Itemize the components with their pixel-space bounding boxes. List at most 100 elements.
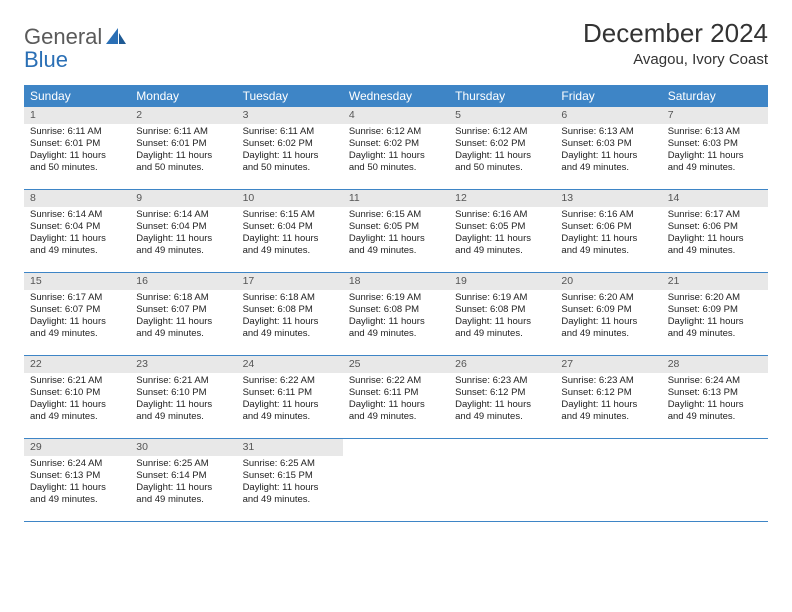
daylight-line: Daylight: 11 hours and 49 minutes.: [561, 233, 655, 257]
day-body: Sunrise: 6:16 AMSunset: 6:06 PMDaylight:…: [555, 207, 661, 263]
day-body: Sunrise: 6:13 AMSunset: 6:03 PMDaylight:…: [555, 124, 661, 180]
sunset-line: Sunset: 6:13 PM: [30, 470, 124, 482]
day-number: 4: [343, 107, 449, 124]
sunset-line: Sunset: 6:12 PM: [455, 387, 549, 399]
sunset-line: Sunset: 6:09 PM: [561, 304, 655, 316]
day-body: Sunrise: 6:14 AMSunset: 6:04 PMDaylight:…: [130, 207, 236, 263]
day-number: 16: [130, 273, 236, 290]
daylight-line: Daylight: 11 hours and 49 minutes.: [136, 482, 230, 506]
day-number: 22: [24, 356, 130, 373]
sunrise-line: Sunrise: 6:19 AM: [349, 292, 443, 304]
daylight-line: Daylight: 11 hours and 49 minutes.: [30, 233, 124, 257]
week-row: 1Sunrise: 6:11 AMSunset: 6:01 PMDaylight…: [24, 107, 768, 190]
day-body: Sunrise: 6:17 AMSunset: 6:07 PMDaylight:…: [24, 290, 130, 346]
sunrise-line: Sunrise: 6:11 AM: [136, 126, 230, 138]
sunset-line: Sunset: 6:14 PM: [136, 470, 230, 482]
month-title: December 2024: [583, 18, 768, 49]
logo-text: General Blue: [24, 26, 102, 71]
day-number: 7: [662, 107, 768, 124]
weekday-header: Sunday: [24, 85, 130, 107]
day-body: Sunrise: 6:22 AMSunset: 6:11 PMDaylight:…: [343, 373, 449, 429]
day-number: 23: [130, 356, 236, 373]
day-number: 26: [449, 356, 555, 373]
sunset-line: Sunset: 6:13 PM: [668, 387, 762, 399]
sunrise-line: Sunrise: 6:14 AM: [30, 209, 124, 221]
sunrise-line: Sunrise: 6:24 AM: [668, 375, 762, 387]
day-number: 20: [555, 273, 661, 290]
daylight-line: Daylight: 11 hours and 49 minutes.: [349, 233, 443, 257]
sunrise-line: Sunrise: 6:15 AM: [243, 209, 337, 221]
day-cell: 16Sunrise: 6:18 AMSunset: 6:07 PMDayligh…: [130, 273, 236, 355]
day-cell: 4Sunrise: 6:12 AMSunset: 6:02 PMDaylight…: [343, 107, 449, 189]
logo: General Blue: [24, 18, 128, 71]
day-cell: 7Sunrise: 6:13 AMSunset: 6:03 PMDaylight…: [662, 107, 768, 189]
day-cell: 20Sunrise: 6:20 AMSunset: 6:09 PMDayligh…: [555, 273, 661, 355]
daylight-line: Daylight: 11 hours and 50 minutes.: [30, 150, 124, 174]
sunset-line: Sunset: 6:15 PM: [243, 470, 337, 482]
day-number: 2: [130, 107, 236, 124]
sunset-line: Sunset: 6:08 PM: [243, 304, 337, 316]
day-number: 9: [130, 190, 236, 207]
day-body: Sunrise: 6:14 AMSunset: 6:04 PMDaylight:…: [24, 207, 130, 263]
sunset-line: Sunset: 6:12 PM: [561, 387, 655, 399]
day-number: 14: [662, 190, 768, 207]
sunrise-line: Sunrise: 6:17 AM: [30, 292, 124, 304]
day-cell: 30Sunrise: 6:25 AMSunset: 6:14 PMDayligh…: [130, 439, 236, 521]
day-cell: 22Sunrise: 6:21 AMSunset: 6:10 PMDayligh…: [24, 356, 130, 438]
sunrise-line: Sunrise: 6:16 AM: [455, 209, 549, 221]
day-body: Sunrise: 6:12 AMSunset: 6:02 PMDaylight:…: [343, 124, 449, 180]
day-cell: 19Sunrise: 6:19 AMSunset: 6:08 PMDayligh…: [449, 273, 555, 355]
day-body: Sunrise: 6:15 AMSunset: 6:05 PMDaylight:…: [343, 207, 449, 263]
sunset-line: Sunset: 6:10 PM: [136, 387, 230, 399]
day-number: 31: [237, 439, 343, 456]
sunrise-line: Sunrise: 6:25 AM: [243, 458, 337, 470]
day-cell: 29Sunrise: 6:24 AMSunset: 6:13 PMDayligh…: [24, 439, 130, 521]
sunset-line: Sunset: 6:09 PM: [668, 304, 762, 316]
daylight-line: Daylight: 11 hours and 49 minutes.: [668, 150, 762, 174]
daylight-line: Daylight: 11 hours and 49 minutes.: [349, 399, 443, 423]
sunrise-line: Sunrise: 6:17 AM: [668, 209, 762, 221]
sunset-line: Sunset: 6:08 PM: [349, 304, 443, 316]
header: General Blue December 2024 Avagou, Ivory…: [24, 18, 768, 71]
day-number: 30: [130, 439, 236, 456]
daylight-line: Daylight: 11 hours and 49 minutes.: [136, 233, 230, 257]
day-cell: 5Sunrise: 6:12 AMSunset: 6:02 PMDaylight…: [449, 107, 555, 189]
day-cell: 12Sunrise: 6:16 AMSunset: 6:05 PMDayligh…: [449, 190, 555, 272]
sunset-line: Sunset: 6:01 PM: [136, 138, 230, 150]
sunrise-line: Sunrise: 6:21 AM: [136, 375, 230, 387]
sunrise-line: Sunrise: 6:20 AM: [561, 292, 655, 304]
day-cell: 25Sunrise: 6:22 AMSunset: 6:11 PMDayligh…: [343, 356, 449, 438]
sunset-line: Sunset: 6:04 PM: [243, 221, 337, 233]
sunset-line: Sunset: 6:04 PM: [136, 221, 230, 233]
daylight-line: Daylight: 11 hours and 50 minutes.: [455, 150, 549, 174]
sunrise-line: Sunrise: 6:24 AM: [30, 458, 124, 470]
daylight-line: Daylight: 11 hours and 49 minutes.: [243, 399, 337, 423]
day-body: Sunrise: 6:11 AMSunset: 6:01 PMDaylight:…: [24, 124, 130, 180]
day-body: Sunrise: 6:20 AMSunset: 6:09 PMDaylight:…: [662, 290, 768, 346]
day-number: 19: [449, 273, 555, 290]
daylight-line: Daylight: 11 hours and 49 minutes.: [455, 316, 549, 340]
sunset-line: Sunset: 6:07 PM: [136, 304, 230, 316]
day-number: 8: [24, 190, 130, 207]
daylight-line: Daylight: 11 hours and 49 minutes.: [561, 316, 655, 340]
sunset-line: Sunset: 6:03 PM: [561, 138, 655, 150]
day-body: Sunrise: 6:20 AMSunset: 6:09 PMDaylight:…: [555, 290, 661, 346]
location: Avagou, Ivory Coast: [583, 51, 768, 68]
calendar: SundayMondayTuesdayWednesdayThursdayFrid…: [24, 85, 768, 522]
sunset-line: Sunset: 6:04 PM: [30, 221, 124, 233]
day-body: Sunrise: 6:25 AMSunset: 6:15 PMDaylight:…: [237, 456, 343, 512]
day-cell: 1Sunrise: 6:11 AMSunset: 6:01 PMDaylight…: [24, 107, 130, 189]
day-cell: 27Sunrise: 6:23 AMSunset: 6:12 PMDayligh…: [555, 356, 661, 438]
daylight-line: Daylight: 11 hours and 49 minutes.: [668, 399, 762, 423]
weekday-header-row: SundayMondayTuesdayWednesdayThursdayFrid…: [24, 85, 768, 107]
day-body: Sunrise: 6:18 AMSunset: 6:07 PMDaylight:…: [130, 290, 236, 346]
day-body: Sunrise: 6:11 AMSunset: 6:02 PMDaylight:…: [237, 124, 343, 180]
daylight-line: Daylight: 11 hours and 49 minutes.: [136, 399, 230, 423]
day-body: Sunrise: 6:21 AMSunset: 6:10 PMDaylight:…: [24, 373, 130, 429]
sunset-line: Sunset: 6:03 PM: [668, 138, 762, 150]
sunset-line: Sunset: 6:11 PM: [243, 387, 337, 399]
sunset-line: Sunset: 6:02 PM: [349, 138, 443, 150]
weekday-header: Wednesday: [343, 85, 449, 107]
day-cell: 9Sunrise: 6:14 AMSunset: 6:04 PMDaylight…: [130, 190, 236, 272]
sunrise-line: Sunrise: 6:18 AM: [136, 292, 230, 304]
